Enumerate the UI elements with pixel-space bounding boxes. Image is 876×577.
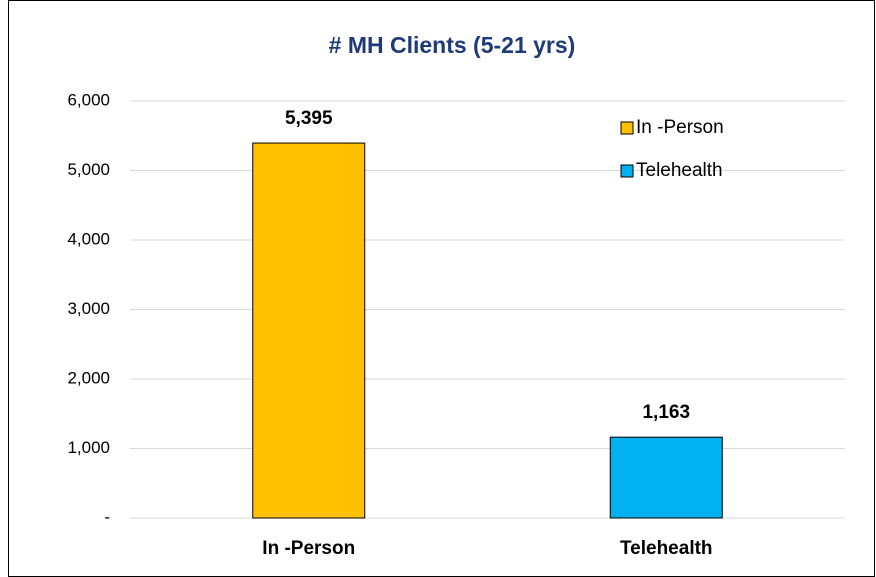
- data-label: 5,395: [285, 108, 333, 129]
- data-label: 1,163: [642, 402, 690, 423]
- y-tick-label: 4,000: [67, 229, 110, 248]
- chart-frame: [8, 0, 875, 577]
- legend-label: In -Person: [636, 117, 724, 138]
- y-tick-label: 6,000: [67, 90, 110, 109]
- bar: [252, 142, 366, 519]
- x-tick-label: In -Person: [262, 538, 355, 559]
- legend-swatch: [620, 164, 634, 178]
- y-tick-label: 1,000: [67, 438, 110, 457]
- y-tick-label: 2,000: [67, 368, 110, 387]
- x-tick-label: Telehealth: [620, 538, 713, 559]
- legend-label: Telehealth: [636, 160, 723, 181]
- y-tick-label: 5,000: [67, 160, 110, 179]
- chart-title: # MH Clients (5-21 yrs): [329, 32, 576, 58]
- bar: [609, 436, 723, 519]
- y-tick-label: -: [104, 507, 110, 526]
- legend-swatch: [620, 121, 634, 135]
- y-tick-label: 3,000: [67, 299, 110, 318]
